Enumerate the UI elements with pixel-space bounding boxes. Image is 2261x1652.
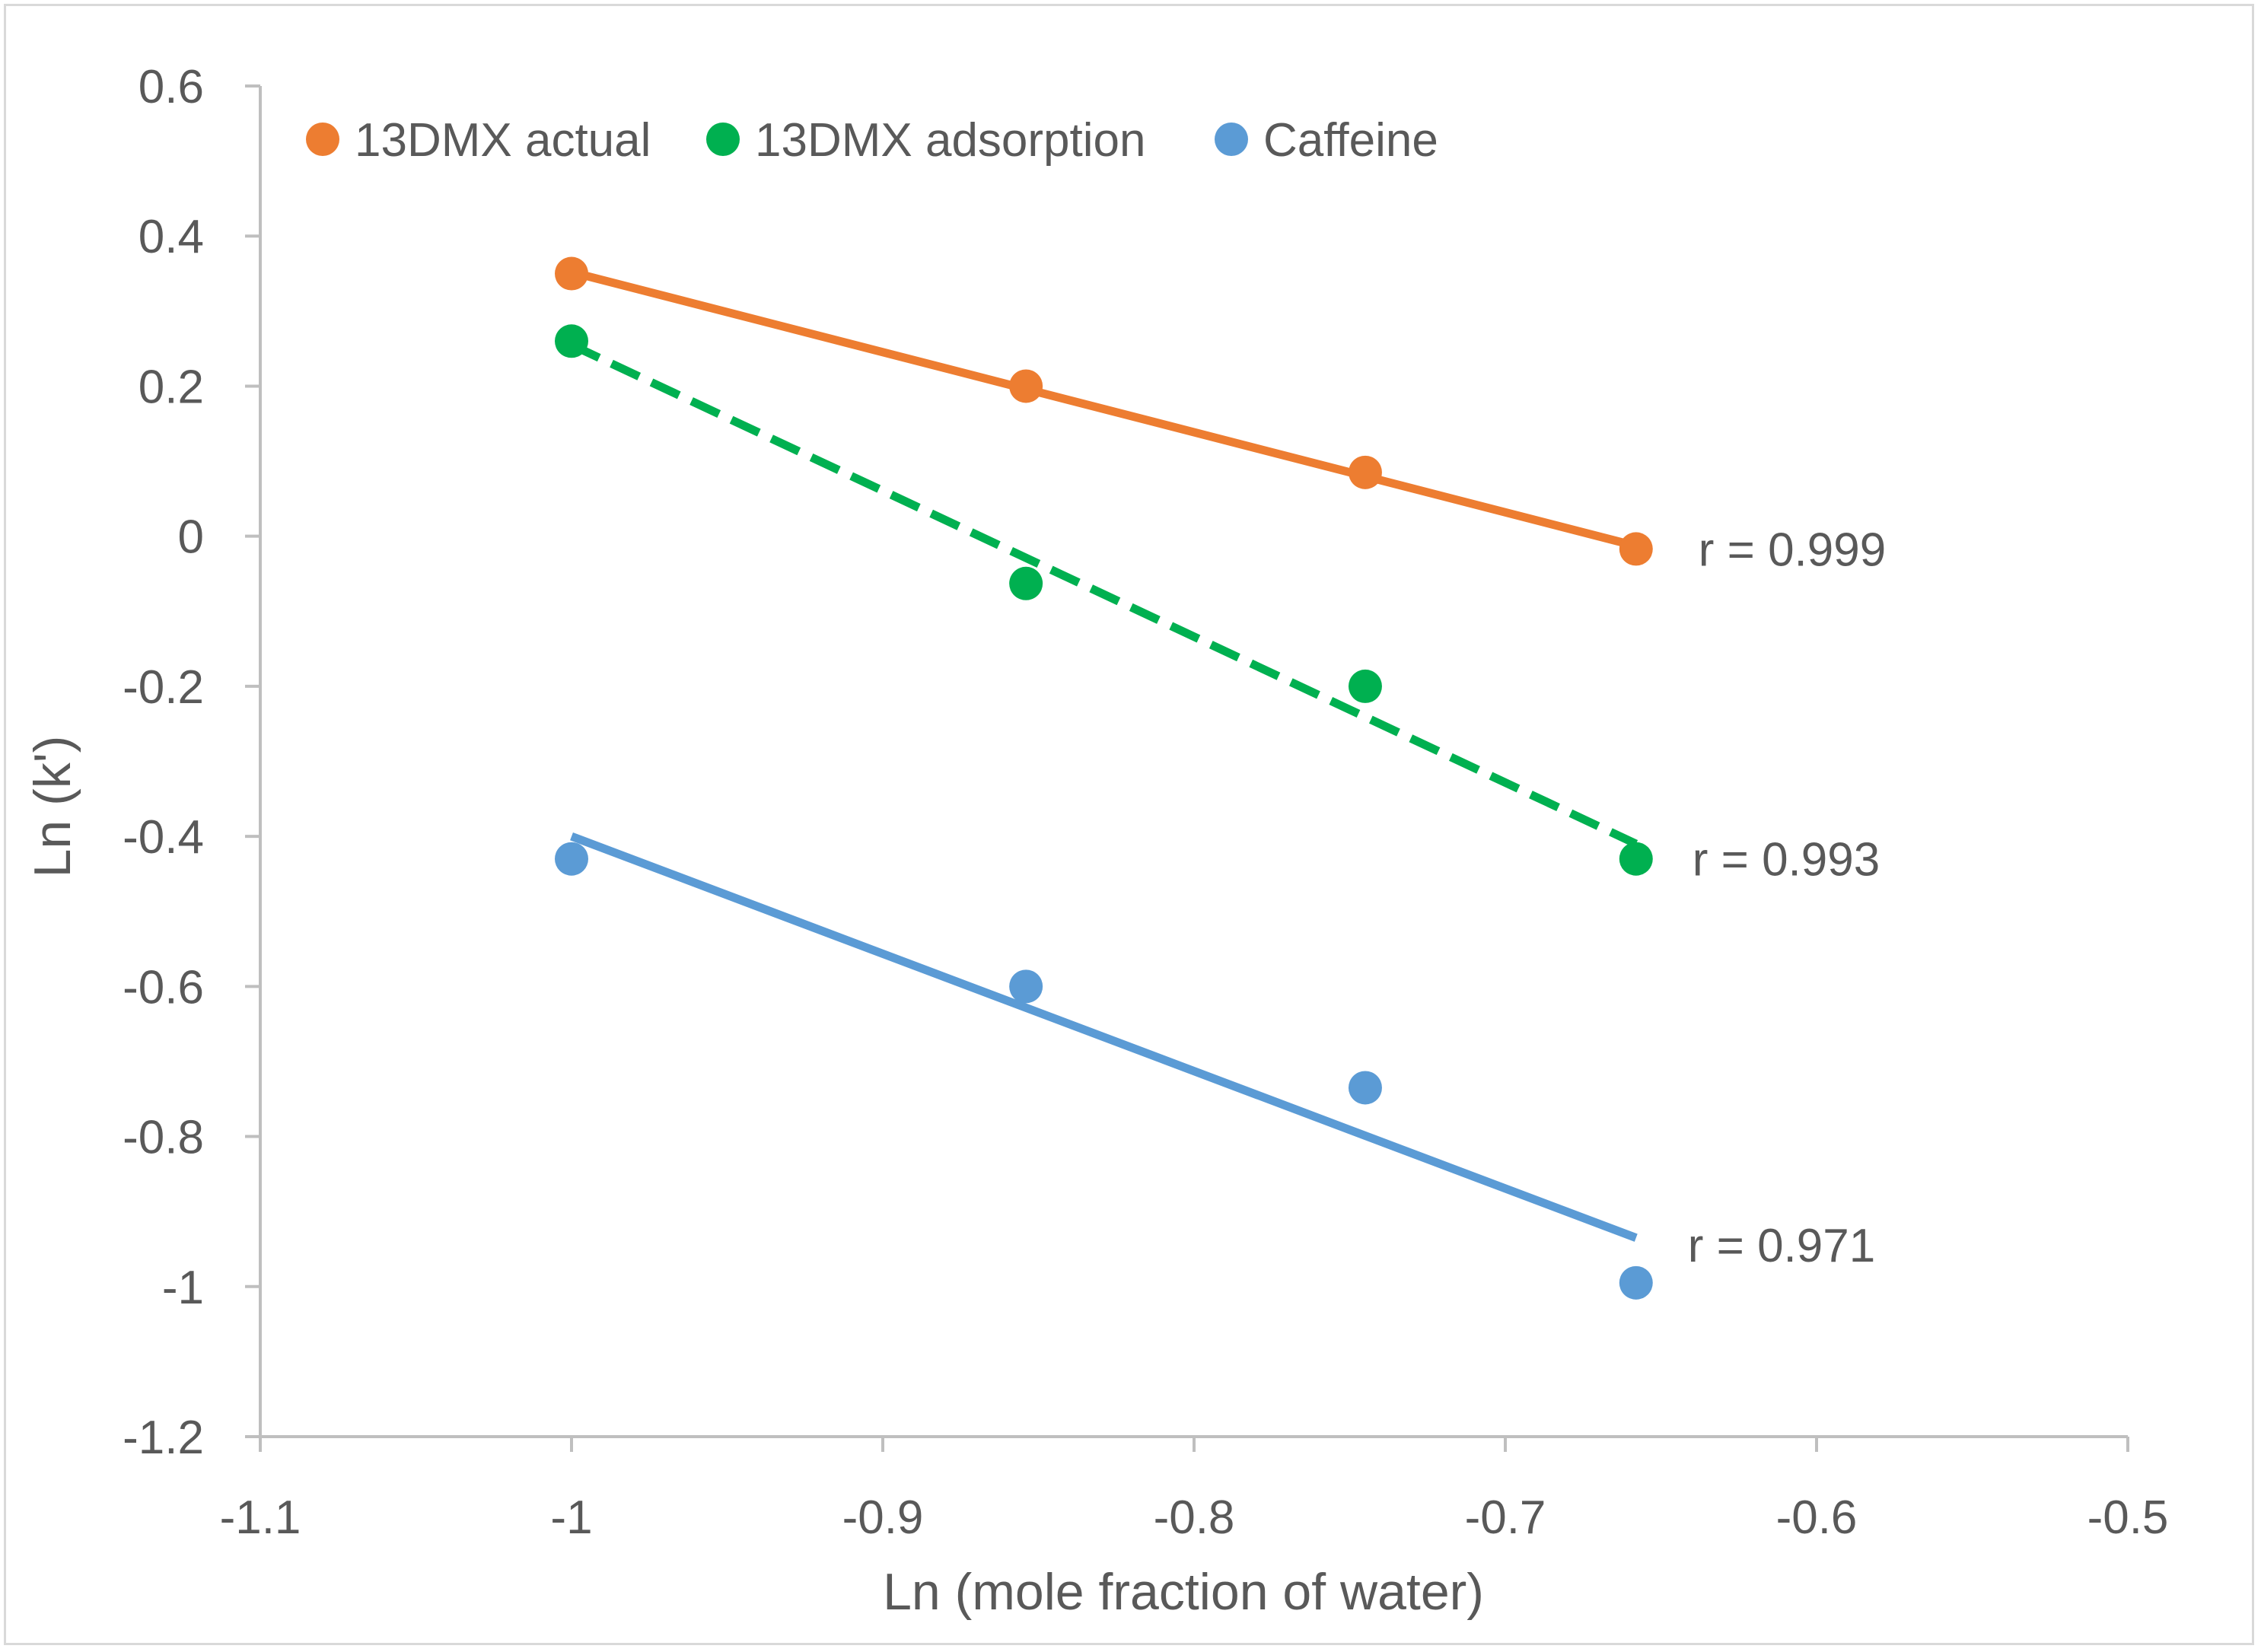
y-tick-label: -1 bbox=[162, 1262, 204, 1314]
y-tick-label: -0.8 bbox=[123, 1112, 204, 1164]
data-point-series-0-0 bbox=[555, 256, 588, 291]
axes: 0.6 0.4 0.2 0 -0.2 -0.4 -0.6 -0.8 -1 -1.2 -1.1 -1 -0… bbox=[123, 61, 2168, 1544]
trendline-1 bbox=[569, 341, 1638, 848]
chart-frame bbox=[4, 4, 2254, 1645]
data-point-series-1-2 bbox=[1348, 669, 1382, 703]
x-tick-label: -0.9 bbox=[842, 1491, 924, 1544]
data-point-series-0-1 bbox=[1009, 369, 1043, 403]
r-annotation-1: r = 0.993 bbox=[1693, 834, 1880, 886]
trendlines bbox=[569, 268, 1638, 1242]
legend: 13DMX actual 13DMX adsorption Caffeine bbox=[306, 114, 1438, 167]
y-axis-title: Ln (k') bbox=[24, 736, 81, 878]
y-tick-label: -0.2 bbox=[123, 661, 204, 714]
y-tick-label: 0.6 bbox=[139, 61, 204, 113]
data-point-series-1-3 bbox=[1619, 842, 1653, 876]
r-annotation-2: r = 0.971 bbox=[1688, 1220, 1875, 1272]
x-tick-label: -1 bbox=[550, 1491, 592, 1544]
data-point-series-2-2 bbox=[1348, 1071, 1382, 1105]
legend-label-0: 13DMX actual bbox=[355, 114, 651, 167]
data-point-series-1-1 bbox=[1009, 566, 1043, 600]
y-tick-label: -1.2 bbox=[123, 1412, 204, 1464]
data-point-series-2-3 bbox=[1619, 1265, 1653, 1300]
trendline-0 bbox=[570, 268, 1638, 550]
y-tick-label: 0.4 bbox=[139, 211, 204, 263]
legend-marker-1 bbox=[706, 123, 740, 156]
y-tick-label: 0.2 bbox=[139, 361, 204, 413]
data-points bbox=[555, 256, 1653, 1300]
x-axis-title: Ln (mole fraction of water) bbox=[883, 1563, 1484, 1621]
legend-marker-0 bbox=[306, 123, 339, 156]
legend-label-1: 13DMX adsorption bbox=[755, 114, 1146, 167]
data-point-series-0-2 bbox=[1348, 455, 1382, 489]
legend-marker-2 bbox=[1215, 123, 1248, 156]
data-point-series-2-0 bbox=[555, 842, 588, 876]
x-tick-label: -0.7 bbox=[1465, 1491, 1546, 1544]
r-annotation-0: r = 0.999 bbox=[1699, 524, 1886, 576]
x-tick-label: -1.1 bbox=[220, 1491, 301, 1544]
x-tick-label: -0.6 bbox=[1776, 1491, 1858, 1544]
x-tick-label: -0.5 bbox=[2087, 1491, 2169, 1544]
y-tick-label: -0.6 bbox=[123, 961, 204, 1014]
y-tick-label: 0 bbox=[178, 511, 204, 564]
legend-label-2: Caffeine bbox=[1263, 114, 1438, 167]
y-tick-label: -0.4 bbox=[123, 811, 204, 864]
data-point-series-1-0 bbox=[555, 324, 588, 358]
data-point-series-2-1 bbox=[1009, 969, 1043, 1004]
annotations: r = 0.999 r = 0.993 r = 0.971 bbox=[1688, 524, 1886, 1272]
data-point-series-0-3 bbox=[1619, 532, 1653, 566]
trendline-2 bbox=[570, 832, 1638, 1242]
x-tick-label: -0.8 bbox=[1154, 1491, 1235, 1544]
